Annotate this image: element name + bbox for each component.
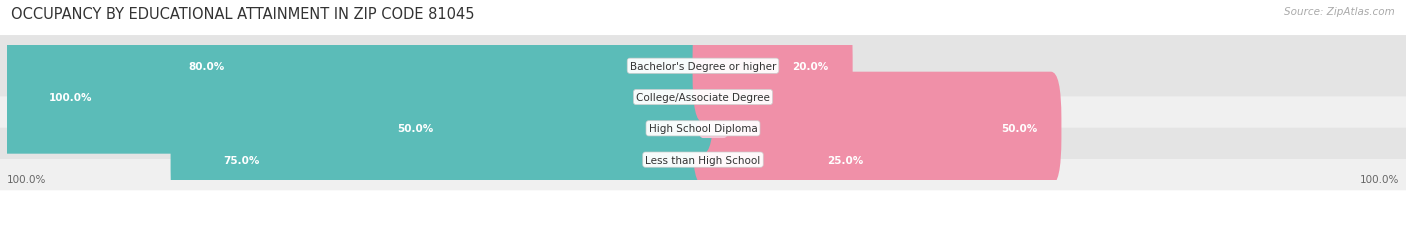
Text: 50.0%: 50.0% <box>1001 124 1038 134</box>
Text: College/Associate Degree: College/Associate Degree <box>636 93 770 103</box>
Text: 75.0%: 75.0% <box>222 155 259 165</box>
Text: 25.0%: 25.0% <box>827 155 863 165</box>
FancyBboxPatch shape <box>696 57 731 138</box>
Text: OCCUPANCY BY EDUCATIONAL ATTAINMENT IN ZIP CODE 81045: OCCUPANCY BY EDUCATIONAL ATTAINMENT IN Z… <box>11 7 475 22</box>
Text: Less than High School: Less than High School <box>645 155 761 165</box>
FancyBboxPatch shape <box>0 129 1406 191</box>
Text: 20.0%: 20.0% <box>792 61 828 71</box>
FancyBboxPatch shape <box>693 103 887 216</box>
FancyBboxPatch shape <box>0 67 1406 128</box>
FancyBboxPatch shape <box>0 36 1406 97</box>
Text: Bachelor's Degree or higher: Bachelor's Degree or higher <box>630 61 776 71</box>
Text: 100.0%: 100.0% <box>7 174 46 184</box>
Text: Source: ZipAtlas.com: Source: ZipAtlas.com <box>1284 7 1395 17</box>
FancyBboxPatch shape <box>0 98 1406 159</box>
Text: 80.0%: 80.0% <box>188 61 224 71</box>
Text: 100.0%: 100.0% <box>1360 174 1399 184</box>
Text: 100.0%: 100.0% <box>49 93 93 103</box>
FancyBboxPatch shape <box>136 10 713 123</box>
FancyBboxPatch shape <box>344 72 713 185</box>
Text: High School Diploma: High School Diploma <box>648 124 758 134</box>
FancyBboxPatch shape <box>693 10 852 123</box>
FancyBboxPatch shape <box>170 103 713 216</box>
Text: 0.0%: 0.0% <box>731 93 759 103</box>
FancyBboxPatch shape <box>0 41 713 154</box>
FancyBboxPatch shape <box>693 72 1062 185</box>
Text: 50.0%: 50.0% <box>396 124 433 134</box>
